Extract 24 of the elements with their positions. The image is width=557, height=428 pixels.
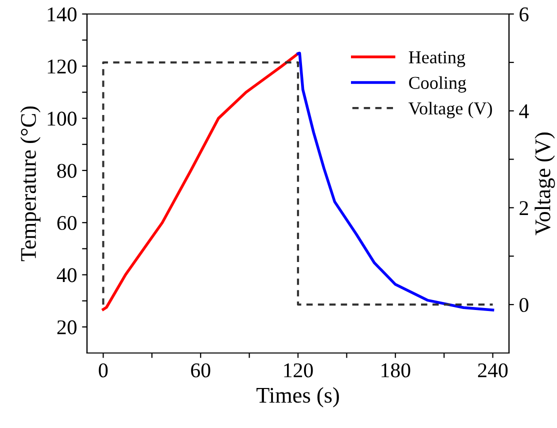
x-tick-label: 240 [478,363,508,378]
y-tick-label: 20 [57,320,76,334]
y-tick-label: 80 [57,164,76,178]
y2-tick-label: 6 [520,7,529,22]
y2-tick-label: 0 [520,298,528,312]
legend-label: Cooling [409,76,466,93]
y-tick-label: 100 [48,112,76,126]
y-tick-label: 140 [48,7,76,22]
y-tick-label: 120 [48,60,76,74]
x-tick-label: 60 [191,363,210,378]
x-axis-title: Times (s) [256,387,339,408]
x-tick-label: 180 [382,363,410,378]
y2-tick-label: 4 [519,104,529,118]
y-tick-label: 40 [56,268,76,282]
line-series [102,52,300,311]
x-tick-label: 0 [98,363,108,378]
y-axis-title: Temperature (°C) [20,106,40,262]
legend-label: Heating [408,51,466,68]
line-series [296,52,494,312]
y2-axis-title: Voltage (V) [534,132,555,236]
y2-tick-label: 2 [520,201,528,215]
y-tick-label: 60 [57,216,76,230]
legend-label: Voltage (V) [408,102,492,118]
x-tick-label: 120 [284,363,313,378]
